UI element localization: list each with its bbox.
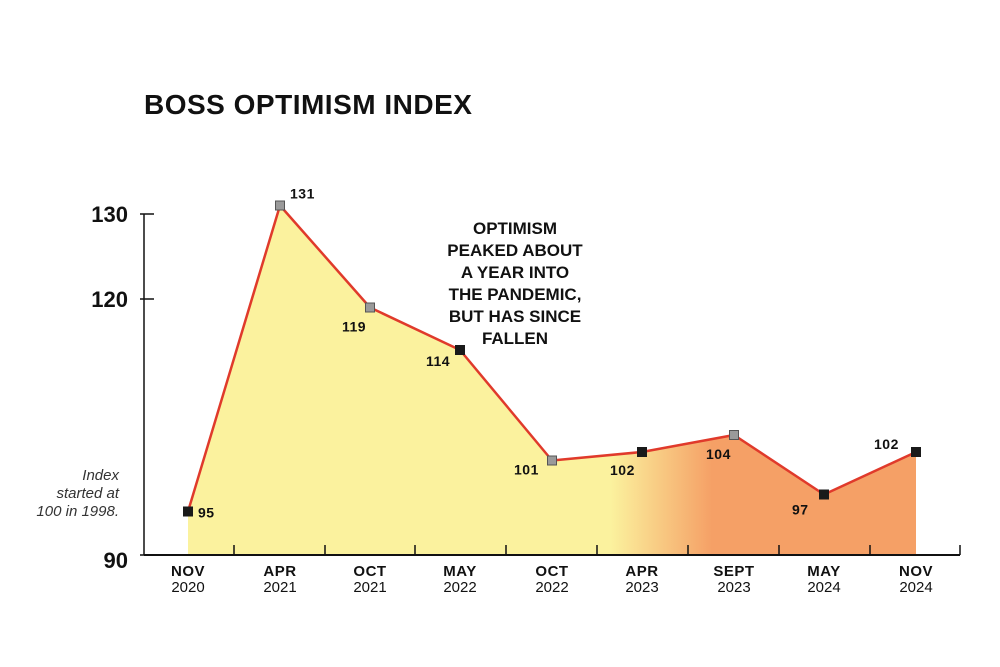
x-tick-label-month: OCT — [353, 563, 386, 580]
annotation-line-5: BUT HAS SINCE — [449, 307, 581, 326]
x-tick-label-month: MAY — [807, 563, 840, 580]
x-tick-label-year: 2021 — [353, 579, 386, 596]
y-tick-label: 130 — [91, 202, 128, 227]
data-label: 104 — [706, 446, 731, 462]
annotation-line-4: THE PANDEMIC, — [449, 285, 582, 304]
note-line-2: started at — [56, 485, 119, 502]
x-tick-label-year: 2024 — [807, 579, 840, 596]
area-fill — [188, 205, 916, 555]
data-label: 101 — [514, 462, 539, 478]
annotation-line-3: A YEAR INTO — [461, 263, 569, 282]
x-tick-label-month: NOV — [171, 563, 205, 580]
data-label: 95 — [198, 505, 215, 521]
data-point — [819, 489, 829, 500]
data-label: 97 — [792, 502, 809, 518]
x-tick-label-month: APR — [263, 563, 296, 580]
x-tick-label-year: 2023 — [625, 579, 658, 596]
data-label: 102 — [874, 436, 899, 452]
data-labels-layer: 95 131 119 114 101 102 104 97 102 — [198, 186, 899, 521]
x-tick-label-year: 2023 — [717, 579, 750, 596]
y-tick-labels: 90 120 130 — [91, 202, 128, 573]
annotation-line-6: FALLEN — [482, 329, 548, 348]
data-label: 114 — [426, 353, 450, 369]
annotation-line-1: OPTIMISM — [473, 219, 557, 238]
y-tick-label: 90 — [104, 548, 128, 573]
x-tick-label-month: OCT — [535, 563, 568, 580]
data-label: 119 — [342, 319, 366, 335]
index-note: Index started at 100 in 1998. — [36, 467, 119, 520]
x-tick-label-year: 2021 — [263, 579, 296, 596]
x-tick-label-month: MAY — [443, 563, 476, 580]
axes — [140, 213, 961, 556]
x-tick-label-month: APR — [625, 563, 658, 580]
x-tick-label-year: 2022 — [535, 579, 568, 596]
data-point — [729, 430, 739, 440]
x-tick-label-month: NOV — [899, 563, 933, 580]
data-point — [911, 447, 921, 457]
note-line-3: 100 in 1998. — [36, 503, 119, 520]
annotation: OPTIMISM PEAKED ABOUT A YEAR INTO THE PA… — [447, 219, 583, 348]
data-point — [547, 455, 557, 466]
data-point — [455, 345, 465, 355]
data-point — [183, 506, 193, 517]
markers-layer — [183, 200, 921, 517]
data-label: 102 — [610, 462, 635, 478]
x-tick-label-year: 2024 — [899, 579, 932, 596]
x-tick-label-month: SEPT — [713, 563, 754, 580]
x-tick-label-year: 2022 — [443, 579, 476, 596]
area-fill-layer — [188, 205, 916, 555]
data-point — [637, 447, 647, 457]
data-label: 131 — [290, 186, 315, 202]
data-point — [365, 302, 375, 313]
annotation-line-2: PEAKED ABOUT — [447, 241, 583, 260]
y-tick-label: 120 — [91, 287, 128, 312]
chart-title: BOSS OPTIMISM INDEX — [144, 89, 472, 120]
x-tick-labels: NOV2020APR2021OCT2021MAY2022OCT2022APR20… — [171, 563, 933, 596]
data-point — [275, 200, 285, 211]
x-tick-label-year: 2020 — [171, 579, 204, 596]
note-line-1: Index — [82, 467, 119, 484]
